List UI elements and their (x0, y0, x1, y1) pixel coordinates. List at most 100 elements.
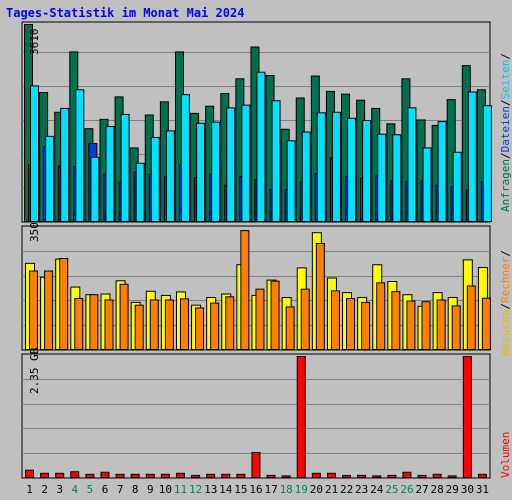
x-tick-label: 10 (159, 483, 172, 496)
x-tick-label: 25 (385, 483, 398, 496)
bar-seiten (241, 104, 251, 222)
bar-volumen (432, 473, 442, 478)
x-tick-label: 30 (461, 483, 474, 496)
bar-volumen (100, 471, 110, 478)
x-tick-label: 17 (264, 483, 277, 496)
legend-dateien: Dateien (499, 106, 512, 153)
bar-volumen (40, 472, 50, 478)
legend-top: Anfragen/Dateien/Seiten/ (499, 53, 512, 212)
bar-volumen (160, 473, 170, 478)
bar-seiten (347, 117, 357, 222)
legend-anfragen: Anfragen (499, 159, 512, 212)
bar-rechner (451, 305, 461, 350)
legend-besuche: Besuche (499, 309, 512, 356)
legend-middle: Besuche/Rechner/ (499, 250, 512, 356)
bar-volumen (206, 473, 216, 478)
bar-rechner (300, 288, 310, 350)
bar-volumen (387, 474, 397, 478)
legend-bottom: Volumen (499, 432, 512, 478)
bar-rechner (270, 280, 280, 350)
bar-volumen (402, 471, 412, 478)
bar-rechner (391, 291, 401, 351)
bar-rechner (406, 300, 416, 351)
bar-volumen (372, 475, 382, 479)
x-tick-label: 12 (189, 483, 202, 496)
bar-volumen (25, 469, 34, 478)
x-tick-label: 14 (219, 483, 233, 496)
bar-rechner (44, 270, 54, 351)
bar-volumen (70, 471, 80, 479)
bar-volumen (266, 474, 276, 478)
x-tick-label: 31 (476, 483, 489, 496)
bar-volumen (462, 356, 472, 478)
bar-seiten (45, 135, 55, 222)
bar-seiten (120, 113, 130, 222)
middle-ymax-label: 350 (28, 222, 41, 242)
bar-volumen (55, 472, 65, 478)
bar-seiten (286, 140, 296, 222)
top-ymax-label: 3610 (28, 28, 41, 56)
bar-volumen (145, 473, 155, 478)
bar-rechner (255, 288, 265, 350)
bar-rechner (89, 294, 99, 351)
bar-rechner (210, 302, 220, 351)
bar-seiten (301, 131, 311, 222)
bar-rechner (119, 283, 129, 350)
bar-rechner (421, 301, 431, 351)
bar-seiten (226, 107, 236, 222)
bar-rechner (29, 270, 38, 351)
x-tick-label: 20 (310, 483, 323, 496)
bar-rechner (436, 299, 446, 351)
bar-volumen (447, 475, 457, 479)
bar-seiten (256, 71, 266, 222)
bar-rechner (315, 242, 325, 350)
bar-rechner (285, 306, 295, 350)
bar-seiten (377, 133, 387, 223)
bar-rechner (361, 301, 371, 351)
x-tick-label: 11 (174, 483, 187, 496)
bar-seiten (30, 85, 39, 222)
bar-seiten (422, 147, 432, 222)
x-tick-label: 29 (446, 483, 459, 496)
bar-rechner (134, 304, 144, 350)
chart-title: Tages-Statistik im Monat Mai 2024 (6, 6, 245, 20)
x-tick-label: 8 (132, 483, 139, 496)
bar-rechner (466, 285, 476, 350)
bar-seiten (90, 156, 100, 223)
bar-rechner (481, 297, 491, 351)
bar-volumen (417, 474, 427, 478)
bar-seiten (165, 130, 175, 222)
x-tick-label: 13 (204, 483, 217, 496)
bar-seiten (407, 107, 417, 222)
bar-rechner (59, 257, 69, 350)
bar-seiten (316, 112, 326, 222)
bar-rechner (164, 299, 174, 351)
x-tick-label: 26 (400, 483, 413, 496)
x-tick-label: 3 (56, 483, 63, 496)
x-tick-label: 27 (415, 483, 428, 496)
panel-volume-frame (21, 353, 491, 479)
bar-seiten (105, 126, 115, 222)
bar-volumen (311, 472, 321, 478)
bar-volumen (477, 473, 487, 478)
legend-rechner: Rechner (499, 256, 512, 304)
x-tick-label: 9 (147, 483, 154, 496)
bar-seiten (150, 136, 160, 222)
bar-seiten (467, 91, 477, 222)
bottom-ymax-label: 2.35 GB (28, 347, 41, 394)
x-tick-label: 7 (117, 483, 124, 496)
x-tick-label: 16 (249, 483, 262, 496)
x-tick-label: 15 (234, 483, 247, 496)
x-tick-label: 1 (26, 483, 33, 496)
bar-volumen (251, 452, 261, 478)
bar-rechner (74, 298, 84, 351)
chart-bars (24, 24, 492, 479)
bar-rechner (179, 298, 189, 351)
bar-rechner (240, 230, 250, 350)
bar-volumen (296, 356, 306, 478)
bar-volumen (326, 472, 336, 478)
bar-seiten (482, 105, 492, 222)
x-tick-label: 2 (41, 483, 48, 496)
legend-volumen: Volumen (499, 431, 512, 478)
